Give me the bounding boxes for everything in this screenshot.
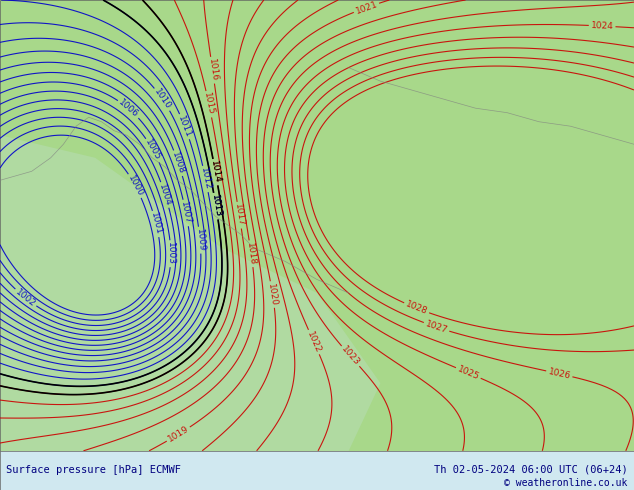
Text: 1024: 1024 xyxy=(590,21,614,31)
Text: 1017: 1017 xyxy=(233,203,245,227)
Text: 1000: 1000 xyxy=(126,173,145,198)
Text: 1020: 1020 xyxy=(266,283,279,306)
Text: 1018: 1018 xyxy=(245,242,257,266)
Text: 1013: 1013 xyxy=(210,194,223,218)
Text: 1013: 1013 xyxy=(210,194,223,218)
Text: 1007: 1007 xyxy=(179,201,193,225)
Text: 1009: 1009 xyxy=(195,228,205,252)
Text: 1025: 1025 xyxy=(456,365,481,382)
Text: 1016: 1016 xyxy=(207,58,219,82)
Text: 1003: 1003 xyxy=(166,242,176,265)
Text: 1028: 1028 xyxy=(404,300,429,317)
Text: 1005: 1005 xyxy=(143,138,162,163)
Text: 1011: 1011 xyxy=(176,114,193,139)
Text: 1023: 1023 xyxy=(340,344,361,368)
Text: Th 02-05-2024 06:00 UTC (06+24): Th 02-05-2024 06:00 UTC (06+24) xyxy=(434,465,628,474)
Text: 1022: 1022 xyxy=(305,330,323,354)
Text: 1006: 1006 xyxy=(117,98,140,120)
Text: 1026: 1026 xyxy=(547,367,571,381)
Text: 1014: 1014 xyxy=(209,160,222,184)
Text: 1027: 1027 xyxy=(424,319,449,335)
Text: © weatheronline.co.uk: © weatheronline.co.uk xyxy=(504,478,628,488)
Text: 1010: 1010 xyxy=(152,87,172,111)
Text: 1001: 1001 xyxy=(149,212,163,236)
Polygon shape xyxy=(0,135,380,451)
Text: 1012: 1012 xyxy=(199,167,212,191)
Text: 1002: 1002 xyxy=(14,287,37,309)
Text: 1004: 1004 xyxy=(157,183,173,207)
Text: Surface pressure [hPa] ECMWF: Surface pressure [hPa] ECMWF xyxy=(6,465,181,474)
Text: 1019: 1019 xyxy=(166,424,191,444)
Text: 1015: 1015 xyxy=(202,92,216,117)
Text: 1008: 1008 xyxy=(171,151,186,175)
Text: 1021: 1021 xyxy=(354,0,378,16)
Text: 1014: 1014 xyxy=(209,160,222,184)
